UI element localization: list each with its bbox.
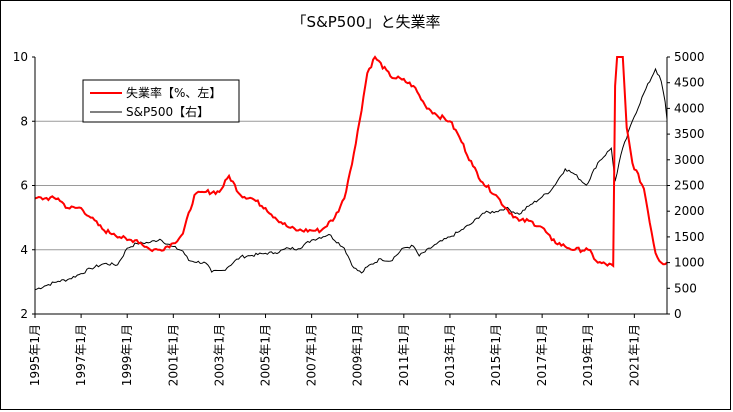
right-tick-label: 3000 [674,153,705,167]
legend-label-sp500: S&P500【右】 [126,104,209,119]
x-tick-label: 2017年1月 [535,324,549,386]
right-tick-label: 500 [674,281,697,295]
gridlines [35,120,667,251]
right-tick-label: 4000 [674,101,705,115]
axes: 2 4 6 8 10 0 500 1000 1500 2000 2500 3000 3500 4000 45… [13,50,705,386]
right-tick-label: 0 [674,307,682,321]
left-tick-label: 4 [20,243,28,257]
right-tick-label: 4500 [674,76,705,90]
x-tick-label: 2011年1月 [397,324,411,386]
x-tick-label: 2015年1月 [489,324,503,386]
x-tick-label: 2007年1月 [305,324,319,386]
right-tick-label: 1500 [674,230,705,244]
left-tick-label: 2 [20,307,28,321]
left-tick-label: 6 [20,179,28,193]
legend-box [82,79,240,123]
x-tick-label: 2021年1月 [627,324,641,386]
x-tick-label: 1995年1月 [28,324,42,386]
x-tick-label: 2003年1月 [212,324,226,386]
right-tick-label: 2000 [674,204,705,218]
right-tick-label: 3500 [674,127,705,141]
x-tick-label: 1997年1月 [74,324,88,386]
x-tick-label: 2009年1月 [351,324,365,386]
legend: 失業率【%、左】 S&P500【右】 [82,79,240,123]
x-tick-label: 2019年1月 [581,324,595,386]
right-tick-label: 5000 [674,50,705,64]
x-tick-label: 2001年1月 [166,324,180,386]
x-tick-label: 2005年1月 [259,324,273,386]
series-line-unemployment [34,55,668,268]
right-tick-label: 2500 [674,179,705,193]
left-tick-label: 8 [20,114,28,128]
left-tick-label: 10 [13,50,28,64]
right-tick-label: 1000 [674,256,705,270]
series-layer [34,55,668,291]
chart-title: 「S&P500」と失業率 [292,13,441,31]
x-tick-label: 1999年1月 [120,324,134,386]
x-tick-label: 2013年1月 [443,324,457,386]
legend-label-unemployment: 失業率【%、左】 [126,85,221,100]
